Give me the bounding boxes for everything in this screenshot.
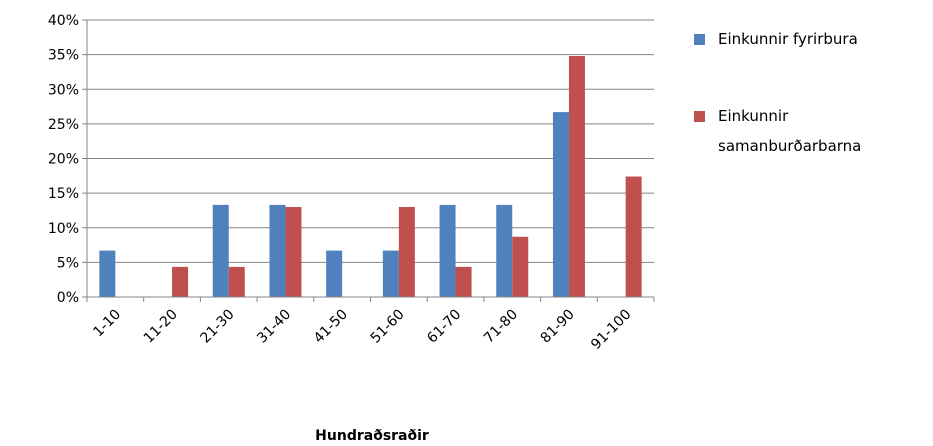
axes xyxy=(82,19,655,302)
bar-series2-31-40 xyxy=(285,206,302,297)
legend: Einkunnir fyrirbura Einkunnir samanburðarb… xyxy=(694,30,861,155)
x-tick-label: 91-100 xyxy=(588,307,634,353)
y-tick-labels: 0% 5% 10% 15% 20% 25% 30% 35% 40% xyxy=(48,13,79,306)
bar-series1-1-10 xyxy=(99,250,116,297)
y-tick-label: 10% xyxy=(48,221,79,237)
bar-series2-81-90 xyxy=(568,56,585,298)
y-tick-label: 20% xyxy=(48,152,79,168)
bar-series1-61-70 xyxy=(439,204,456,297)
x-tick-label: 21-30 xyxy=(197,307,237,347)
legend-label-line: Einkunnir xyxy=(718,107,789,125)
x-tick-label: 51-60 xyxy=(368,307,408,347)
x-tick-label: 81-90 xyxy=(538,307,578,347)
bar-series1-41-50 xyxy=(326,250,343,297)
bar-series1-71-80 xyxy=(496,204,513,297)
bar-series2-51-60 xyxy=(398,206,415,297)
y-tick-label: 35% xyxy=(48,48,79,64)
bar-series2-21-30 xyxy=(228,266,245,297)
x-tick-label: 31-40 xyxy=(254,307,294,347)
bars xyxy=(99,56,642,298)
y-tick-label: 5% xyxy=(57,255,79,271)
x-tick-label: 11-20 xyxy=(141,307,181,347)
legend-swatch-2 xyxy=(694,111,705,122)
bar-series1-81-90 xyxy=(552,112,569,297)
x-tick-labels: 1-10 11-20 21-30 31-40 41-50 51-60 61-70 71-80 8… xyxy=(90,307,634,353)
bar-series1-21-30 xyxy=(212,204,229,297)
y-tick-label: 25% xyxy=(48,117,79,133)
legend-label-line: samanburðarbarna xyxy=(718,137,861,155)
legend-label-1: Einkunnir fyrirbura xyxy=(718,30,858,48)
x-tick-label: 61-70 xyxy=(424,307,464,347)
bar-series1-31-40 xyxy=(269,204,286,297)
bar-series2-71-80 xyxy=(512,236,529,297)
legend-label-2: Einkunnir samanburðarbarna xyxy=(718,107,861,155)
x-axis-title: Hundraðsraðir xyxy=(315,428,429,444)
x-tick-label: 71-80 xyxy=(481,307,521,347)
y-tick-label: 40% xyxy=(48,13,79,29)
bar-series2-11-20 xyxy=(172,266,189,297)
y-tick-label: 30% xyxy=(48,82,79,98)
y-tick-label: 15% xyxy=(48,186,79,202)
legend-swatch-1 xyxy=(694,34,705,45)
y-tick-label: 0% xyxy=(57,290,79,306)
x-tick-label: 41-50 xyxy=(311,307,351,347)
bar-series1-51-60 xyxy=(382,250,399,297)
x-tick-label: 1-10 xyxy=(90,307,124,341)
gridlines xyxy=(87,19,654,263)
bar-series2-61-70 xyxy=(455,266,472,297)
legend-label-line: Einkunnir fyrirbura xyxy=(718,30,858,48)
bar-series2-91-100 xyxy=(625,176,642,297)
